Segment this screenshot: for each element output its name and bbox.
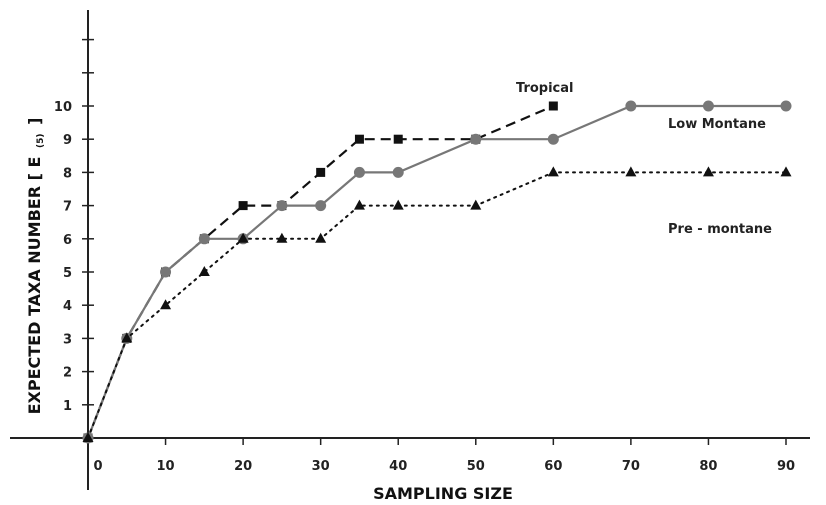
x-tick-label: 60 [544,459,562,474]
y-axis-title-main: EXPECTED TAXA NUMBER [ E [25,157,44,415]
y-tick-label: 5 [63,266,72,281]
data-point-triangle [82,432,94,442]
data-point-triangle [470,199,482,210]
y-tick-label: 4 [63,299,72,314]
data-point-triangle [237,232,249,243]
x-tick-label: 50 [467,459,485,474]
y-tick-label: 7 [63,200,72,215]
y-tick-label: 8 [63,166,72,181]
data-point-circle [315,200,327,212]
x-ticks: 0 10 20 30 40 50 60 70 80 90 [87,438,795,474]
data-point-triangle [547,166,559,177]
data-point-triangle [198,266,210,276]
data-point-triangle [780,166,792,177]
y-axis-title: EXPECTED TAXA NUMBER [ E (5) ] [25,118,47,415]
data-point-square [238,201,248,211]
series-line [86,104,786,439]
series-square [83,101,558,443]
series-label-tropical: Tropical [516,81,573,96]
data-point-triangle [315,232,327,243]
x-tick-label: 20 [234,459,252,474]
x-tick-label: 90 [777,459,795,474]
labels-layer: Tropical Low Montane Pre - montane [516,81,772,237]
data-point-square [393,134,403,144]
x-tick-label: 30 [312,459,330,474]
data-point-circle [470,133,482,145]
data-point-square [354,134,364,144]
data-point-circle [276,200,288,212]
y-axis-title-close: ] [25,118,44,125]
y-tick-label: 1 [63,399,72,414]
series-triangle [82,166,792,442]
x-axis-title: SAMPLING SIZE [373,484,513,503]
y-axis-title-sub: (5) [36,133,46,148]
series-line [86,104,554,439]
data-point-circle [780,100,792,112]
y-tick-label: 6 [63,233,72,248]
data-point-triangle [276,232,288,243]
data-point-circle [160,266,172,278]
data-point-triangle [702,166,714,177]
series-label-pre-montane: Pre - montane [668,222,772,237]
y-tick-label: 3 [63,332,72,347]
y-tick-label: 2 [63,366,72,381]
y-ticks: 1 2 3 4 5 6 7 8 9 10 [54,38,94,414]
x-tick-label: 40 [389,459,407,474]
y-tick-label: 9 [63,133,72,148]
axes [10,10,810,490]
data-point-circle [353,166,365,178]
data-point-triangle [160,299,172,310]
series-circle [82,100,792,444]
data-point-circle [392,166,404,178]
data-point-triangle [121,332,133,343]
y-tick-label: 10 [54,100,72,115]
data-point-circle [198,233,210,245]
x-tick-label: 70 [622,459,640,474]
series-layer [82,100,792,444]
data-point-circle [547,133,559,145]
x-tick-label: 80 [699,459,717,474]
data-point-square [316,167,326,177]
y-axis-title-text: EXPECTED TAXA NUMBER [ E (5) ] [25,118,47,415]
series-line [87,171,787,439]
data-point-square [548,101,558,111]
series-label-low-montane: Low Montane [668,117,766,132]
data-point-circle [702,100,714,112]
data-point-triangle [392,199,404,210]
x-tick-label: 0 [93,459,102,474]
data-point-triangle [625,166,637,177]
x-tick-label: 10 [157,459,175,474]
data-point-triangle [353,199,365,210]
data-point-circle [625,100,637,112]
